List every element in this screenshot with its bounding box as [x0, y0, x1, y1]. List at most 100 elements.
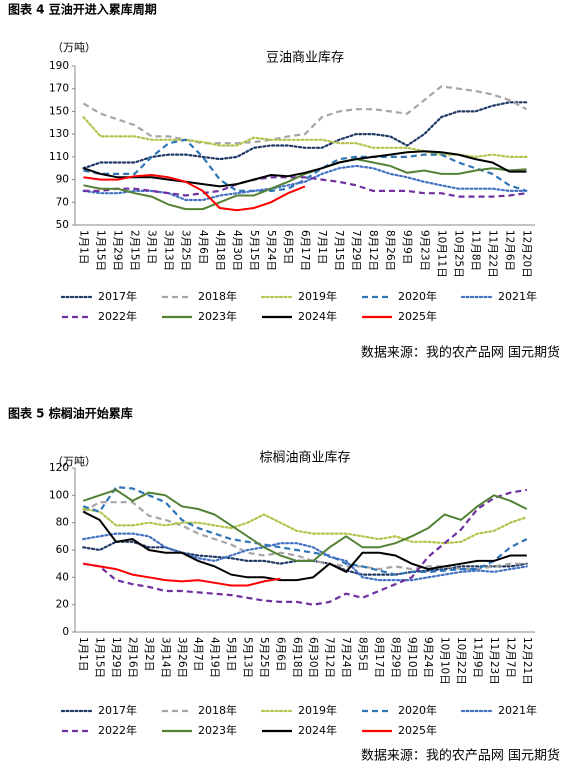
x-tick-label: 10月11日 [435, 230, 447, 278]
x-tick-label: 8月5日 [357, 637, 369, 671]
x-tick-label: 4月30日 [231, 230, 243, 271]
series-line [83, 173, 306, 212]
x-tick-label: 10月25日 [452, 230, 464, 278]
x-tick-label: 3月1日 [146, 230, 158, 264]
series-line [83, 562, 281, 587]
x-tick-label: 1月15日 [95, 230, 107, 271]
y-tick-label: 60 [56, 544, 69, 556]
x-tick-label: 2月15日 [129, 230, 141, 271]
x-tick-label: 12月6日 [503, 230, 515, 271]
y-tick-label: 20 [56, 599, 69, 611]
x-tick-label: 1月29日 [112, 230, 124, 271]
x-tick-label: 5月24日 [265, 230, 277, 271]
x-tick-label: 9月24日 [422, 637, 434, 678]
chart-title: 棕榈油商业库存 [259, 450, 350, 466]
series-line [83, 150, 527, 188]
y-tick-label: 80 [56, 517, 69, 529]
series-line [83, 488, 527, 606]
source-note: 数据来源：我的农产品网 国元期货 [361, 748, 560, 764]
x-tick-label: 5月1日 [225, 637, 237, 671]
legend-label: 2017年 [98, 703, 137, 717]
y-tick-label: 50 [56, 219, 69, 231]
x-tick-label: 1月15日 [94, 637, 106, 678]
y-tick-label: 90 [56, 174, 69, 186]
x-tick-label: 7月1日 [316, 230, 328, 264]
figure-caption: 图表 5 棕榈油开始累库 [8, 406, 133, 421]
y-tick-label: 130 [49, 128, 69, 140]
x-tick-label: 8月12日 [367, 230, 379, 271]
x-tick-label: 8月26日 [384, 230, 396, 271]
x-tick-label: 7月24日 [340, 637, 352, 678]
x-tick-label: 4月19日 [209, 637, 221, 678]
source-note: 数据来源：我的农产品网 国元期货 [361, 345, 560, 361]
y-tick-label: 170 [49, 83, 69, 95]
series-line [82, 101, 528, 170]
x-tick-label: 9月23日 [418, 230, 430, 271]
series-line [82, 164, 528, 202]
legend-label: 2022年 [98, 723, 137, 737]
x-tick-label: 11月8日 [469, 230, 481, 271]
x-tick-label: 7月12日 [324, 637, 336, 678]
legend-label: 2019年 [298, 703, 337, 717]
unit-label: （万吨） [52, 41, 96, 54]
y-tick-label: 110 [49, 151, 69, 163]
legend-label: 2021年 [498, 703, 537, 717]
y-tick-label: 150 [49, 105, 69, 117]
x-tick-label: 5月25日 [258, 637, 270, 678]
x-tick-label: 10月10日 [439, 637, 451, 685]
series-line [82, 507, 528, 545]
x-tick-label: 4月6日 [197, 230, 209, 264]
series-line [82, 488, 528, 562]
figure-caption: 图表 4 豆油开进入累库周期 [8, 2, 157, 17]
x-tick-label: 1月1日 [77, 637, 89, 671]
y-tick-label: 40 [56, 571, 69, 583]
x-tick-label: 11月9日 [472, 637, 484, 678]
legend-label: 2024年 [298, 723, 337, 737]
series-line [82, 485, 528, 576]
legend-label: 2018年 [198, 703, 237, 717]
series-line [83, 176, 527, 198]
y-tick-label: 190 [49, 60, 69, 72]
x-tick-label: 12月21日 [521, 637, 533, 685]
y-tick-label: 120 [49, 462, 69, 474]
legend-label: 2018年 [198, 289, 237, 303]
series-line [82, 501, 527, 571]
x-tick-label: 5月15日 [248, 230, 260, 271]
x-tick-label: 8月29日 [389, 637, 401, 678]
series-line [82, 532, 528, 582]
legend-label: 2024年 [298, 309, 337, 323]
x-tick-label: 1月1日 [78, 230, 90, 264]
x-tick-label: 6月17日 [299, 230, 311, 271]
series-line [83, 158, 527, 211]
x-tick-label: 9月9日 [401, 230, 413, 264]
legend-label: 2017年 [98, 289, 137, 303]
y-tick-label: 0 [62, 626, 69, 638]
series-line [82, 510, 527, 582]
x-tick-label: 1月29日 [110, 637, 122, 678]
legend-label: 2020年 [398, 703, 437, 717]
x-tick-label: 2月16日 [127, 637, 139, 678]
x-tick-label: 6月18日 [291, 637, 303, 678]
x-tick-label: 4月7日 [192, 637, 204, 671]
x-tick-label: 5月13日 [242, 637, 254, 678]
legend-label: 2019年 [298, 289, 337, 303]
legend-label: 2023年 [198, 309, 237, 323]
series-line [82, 85, 528, 145]
y-tick-label: 100 [49, 489, 69, 501]
legend-label: 2022年 [98, 309, 137, 323]
series-line [82, 116, 528, 159]
x-tick-label: 3月14日 [159, 637, 171, 678]
legend-label: 2020年 [398, 289, 437, 303]
legend-label: 2023年 [198, 723, 237, 737]
series-line [83, 138, 527, 192]
x-tick-label: 3月2日 [143, 637, 155, 671]
chart-title: 豆油商业库存 [266, 50, 344, 66]
x-tick-label: 3月13日 [163, 230, 175, 271]
y-tick-label: 70 [56, 196, 69, 208]
unit-label: （万吨） [52, 455, 96, 468]
x-tick-label: 12月7日 [504, 637, 516, 678]
x-tick-label: 11月22日 [486, 230, 498, 278]
x-tick-label: 3月26日 [176, 637, 188, 678]
x-tick-label: 7月29日 [350, 230, 362, 271]
